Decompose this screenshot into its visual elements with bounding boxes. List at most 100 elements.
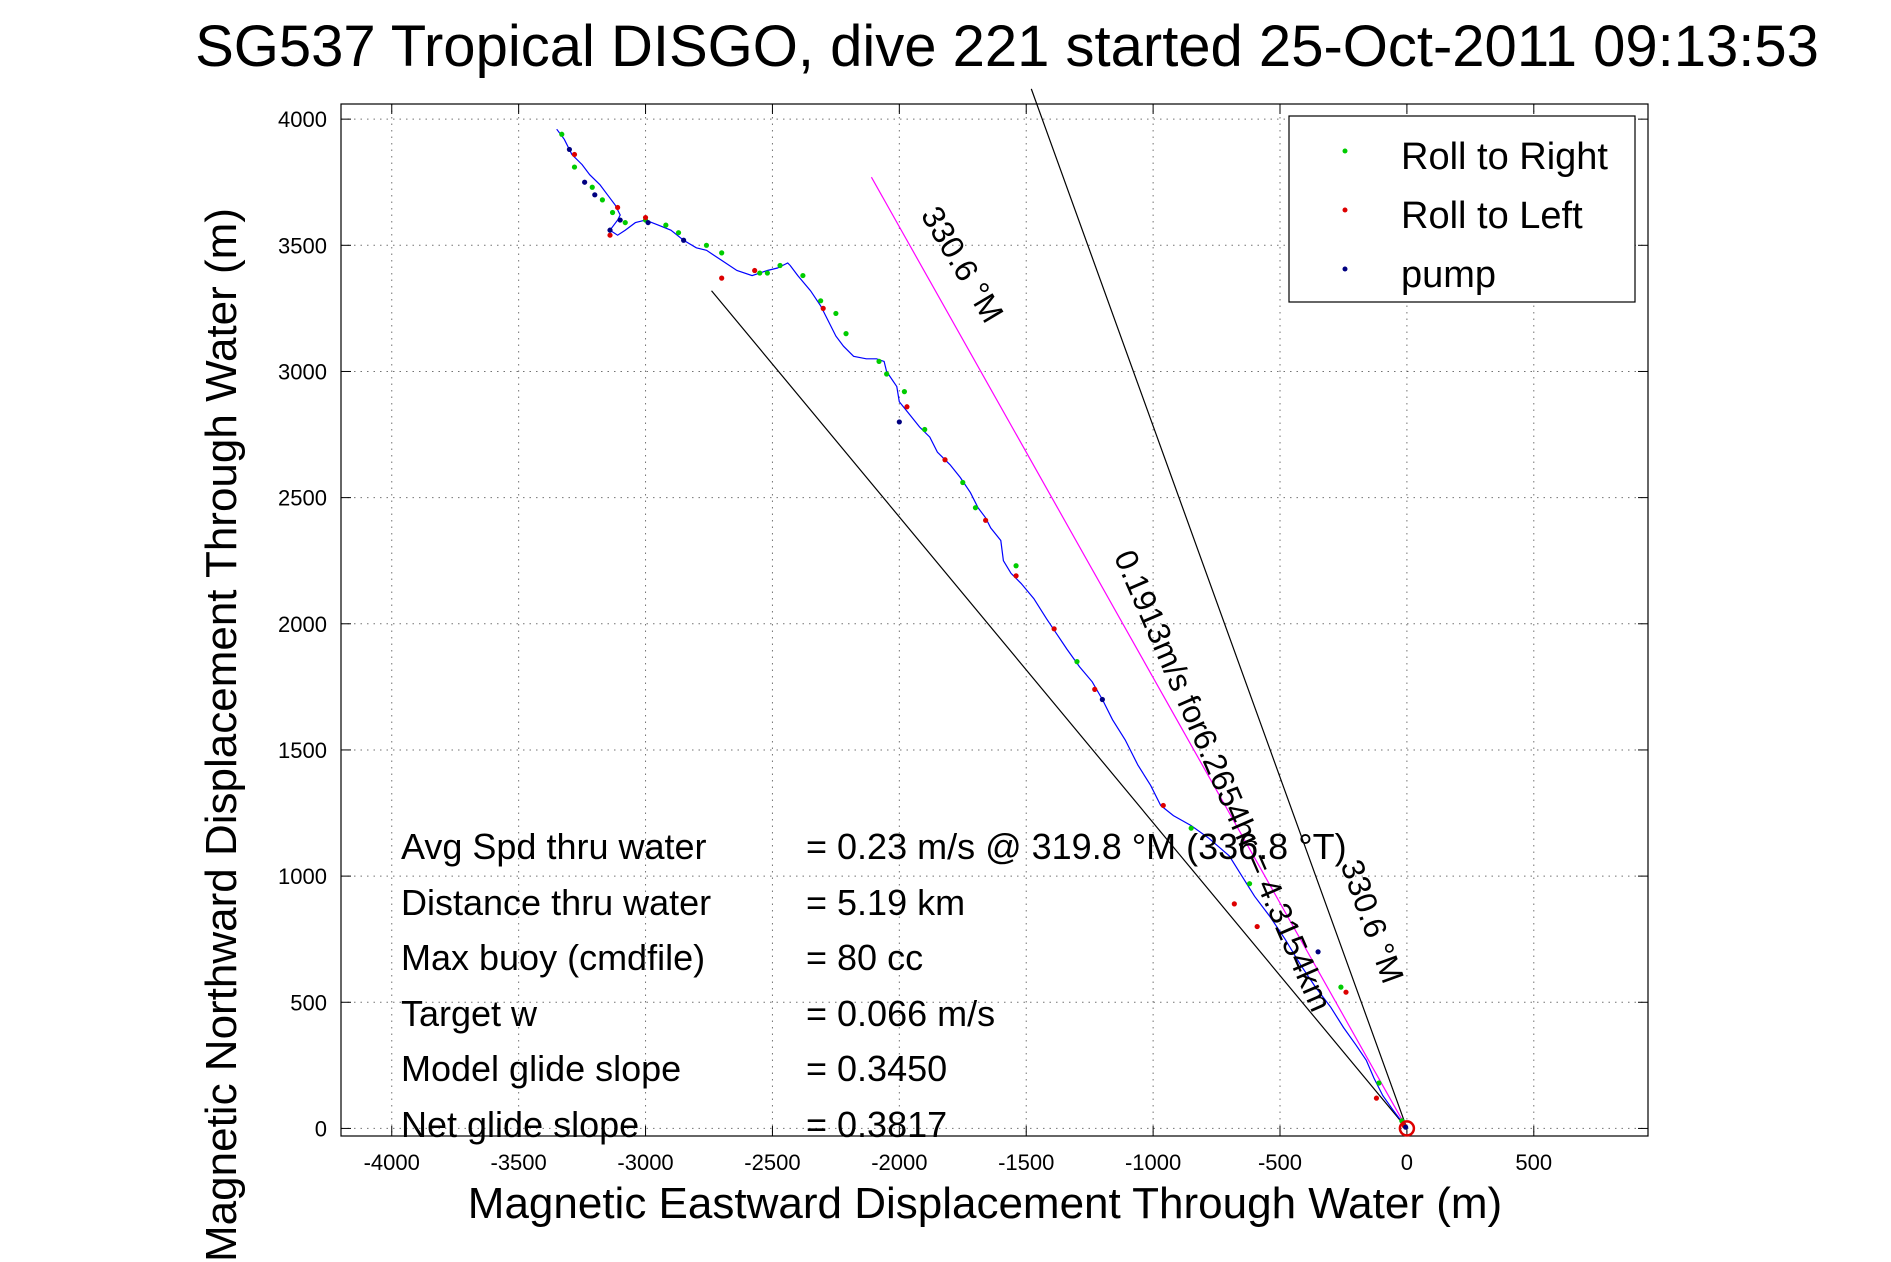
roll-right-marker bbox=[1376, 1080, 1382, 1086]
x-tick-label: -500 bbox=[1258, 1150, 1302, 1175]
x-tick-label: -1500 bbox=[998, 1150, 1054, 1175]
roll-left-marker bbox=[1343, 989, 1349, 995]
roll-right-marker bbox=[1013, 563, 1019, 569]
legend-label-pump: pump bbox=[1401, 254, 1496, 296]
roll-left-marker bbox=[1051, 626, 1057, 632]
roll-left-marker bbox=[1160, 802, 1166, 809]
roll-right-marker bbox=[757, 270, 763, 276]
roll-left-marker bbox=[942, 457, 948, 463]
stat-label-net-glide: Net glide slope bbox=[401, 1104, 639, 1145]
stat-value-target-w: = 0.066 m/s bbox=[806, 993, 995, 1034]
roll-left-marker bbox=[904, 404, 910, 410]
roll-right-marker bbox=[571, 164, 578, 170]
stat-value-model-glide: = 0.3450 bbox=[806, 1048, 947, 1089]
pump-marker bbox=[582, 179, 588, 185]
stat-value-avg-speed: = 0.23 m/s @ 319.8 °M (336.8 °T) bbox=[806, 826, 1347, 867]
legend-marker-roll-left bbox=[1342, 207, 1348, 213]
pump-marker bbox=[607, 227, 613, 233]
x-tick-label: -3000 bbox=[617, 1150, 673, 1175]
pump-marker bbox=[566, 146, 573, 153]
roll-right-marker bbox=[800, 272, 806, 279]
pump-marker bbox=[896, 419, 902, 425]
x-tick-label: -4000 bbox=[364, 1150, 420, 1175]
stat-label-distance: Distance thru water bbox=[401, 882, 711, 923]
roll-right-marker bbox=[703, 242, 710, 248]
roll-right-marker bbox=[663, 222, 669, 228]
roll-right-marker bbox=[675, 230, 682, 236]
roll-right-marker bbox=[1074, 659, 1080, 665]
y-tick-label: 3500 bbox=[278, 233, 327, 258]
roll-right-marker bbox=[843, 331, 849, 337]
dive-statistics: Avg Spd thru water = 0.23 m/s @ 319.8 °M… bbox=[401, 826, 1347, 1145]
legend: Roll to Right Roll to Left pump bbox=[1288, 115, 1636, 303]
legend-label-roll-right: Roll to Right bbox=[1401, 136, 1608, 178]
x-tick-label: -2500 bbox=[744, 1150, 800, 1175]
pump-marker bbox=[617, 217, 623, 223]
roll-left-marker bbox=[1254, 923, 1260, 930]
roll-and-pump-markers bbox=[559, 131, 1416, 1137]
y-tick-label: 3000 bbox=[278, 359, 327, 384]
y-tick-label: 1500 bbox=[278, 738, 327, 763]
legend-marker-roll-right bbox=[1342, 148, 1348, 154]
pump-marker bbox=[1403, 1124, 1409, 1130]
roll-right-marker bbox=[599, 197, 606, 203]
stat-label-avg-speed: Avg Spd thru water bbox=[401, 826, 707, 867]
y-tick-label: 2000 bbox=[278, 612, 327, 637]
y-axis-label: Magnetic Northward Displacement Through … bbox=[197, 208, 246, 1262]
pump-marker bbox=[645, 219, 651, 226]
roll-right-marker bbox=[764, 270, 770, 276]
roll-left-marker bbox=[607, 232, 613, 238]
x-axis-label: Magnetic Eastward Displacement Through W… bbox=[468, 1179, 1502, 1228]
roll-right-marker bbox=[901, 389, 908, 395]
stat-value-max-buoy: = 80 cc bbox=[806, 937, 923, 978]
pump-marker bbox=[1315, 949, 1321, 955]
y-tick-label: 0 bbox=[315, 1116, 327, 1141]
roll-right-marker bbox=[972, 505, 979, 511]
roll-left-marker bbox=[1013, 573, 1019, 579]
roll-right-marker bbox=[589, 184, 595, 190]
roll-right-marker bbox=[559, 131, 565, 137]
roll-right-marker bbox=[876, 358, 882, 364]
x-tick-label: -2000 bbox=[871, 1150, 927, 1175]
roll-right-marker bbox=[884, 371, 890, 377]
stat-label-target-w: Target w bbox=[401, 993, 538, 1034]
roll-right-marker bbox=[1246, 881, 1253, 887]
heading-lines bbox=[711, 88, 1408, 1129]
x-tick-label: -1000 bbox=[1125, 1150, 1181, 1175]
x-tick-label: 500 bbox=[1515, 1150, 1552, 1175]
roll-left-marker bbox=[615, 204, 621, 211]
chart-title: SG537 Tropical DISGO, dive 221 started 2… bbox=[195, 14, 1819, 79]
pump-marker bbox=[1099, 696, 1105, 703]
legend-label-roll-left: Roll to Left bbox=[1401, 195, 1583, 237]
y-tick-label: 2500 bbox=[278, 486, 327, 511]
roll-left-marker bbox=[983, 517, 989, 523]
roll-right-marker bbox=[922, 426, 928, 433]
y-tick-label: 1000 bbox=[278, 864, 327, 889]
roll-left-marker bbox=[1373, 1095, 1380, 1101]
axes-box bbox=[340, 103, 1649, 1137]
pump-marker bbox=[592, 192, 598, 198]
stat-label-model-glide: Model glide slope bbox=[401, 1048, 681, 1089]
stat-label-max-buoy: Max buoy (cmdfile) bbox=[401, 937, 705, 978]
roll-right-marker bbox=[1188, 825, 1194, 831]
roll-right-marker bbox=[833, 310, 839, 317]
roll-left-marker bbox=[642, 214, 649, 221]
stat-value-net-glide: = 0.3817 bbox=[806, 1104, 947, 1145]
roll-right-marker bbox=[609, 209, 616, 216]
x-tick-label: 0 bbox=[1401, 1150, 1413, 1175]
heading-line bbox=[1030, 88, 1408, 1129]
roll-left-marker bbox=[1231, 901, 1237, 907]
roll-right-marker bbox=[719, 250, 725, 256]
roll-right-marker bbox=[1338, 984, 1344, 990]
roll-left-marker bbox=[571, 151, 578, 158]
y-axis-ticks: 0 500 1000 1500 2000 2500 3000 3500 4000 bbox=[278, 107, 1648, 1141]
stat-value-distance: = 5.19 km bbox=[806, 882, 965, 923]
y-tick-label: 500 bbox=[290, 990, 327, 1015]
y-tick-label: 4000 bbox=[278, 107, 327, 132]
roll-right-marker bbox=[777, 262, 783, 269]
roll-left-marker bbox=[820, 305, 826, 311]
legend-marker-pump bbox=[1342, 266, 1348, 272]
roll-left-marker bbox=[752, 267, 758, 274]
roll-left-marker bbox=[1092, 686, 1098, 692]
